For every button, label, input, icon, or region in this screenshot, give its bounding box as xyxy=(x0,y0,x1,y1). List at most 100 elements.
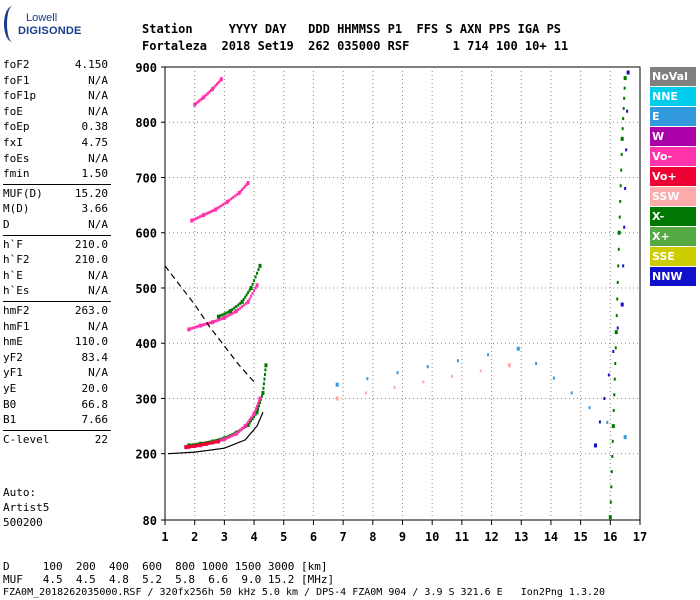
legend-item-ssw: SSW xyxy=(650,187,696,206)
param-name: h`F2 xyxy=(3,253,30,267)
param-row: foEp 0.38 xyxy=(3,120,108,135)
echo-point-vo- xyxy=(202,95,206,100)
param-row: foEs N/A xyxy=(3,152,108,167)
x-tick-label: 15 xyxy=(573,530,587,544)
echo-trace-point xyxy=(616,326,619,330)
echo-trace-point xyxy=(203,322,206,326)
param-row: C-level 22 xyxy=(3,433,108,448)
echo-trace-point xyxy=(241,188,244,192)
echo-point-x- xyxy=(258,263,262,268)
echo-point-ssw xyxy=(507,363,511,368)
param-name: fmin xyxy=(3,167,30,181)
y-tick-label: 300 xyxy=(135,392,157,406)
echo-point-vo- xyxy=(184,445,188,450)
echo-trace-point xyxy=(217,80,220,84)
echo-point-x- xyxy=(249,285,253,290)
echo-trace-point xyxy=(224,201,227,205)
echo-trace-point xyxy=(623,86,626,90)
echo-trace-point xyxy=(201,443,204,446)
echo-trace-point xyxy=(230,197,233,201)
echo-trace-point xyxy=(222,202,225,206)
param-row: h`Es N/A xyxy=(3,284,108,299)
echo-trace-point xyxy=(225,436,228,440)
x-tick-label: 11 xyxy=(455,530,469,544)
param-name: B0 xyxy=(3,397,17,411)
echo-trace-point xyxy=(253,289,256,293)
echo-trace-point xyxy=(233,433,236,437)
echo-point-x- xyxy=(608,515,612,520)
param-value: 4.75 xyxy=(81,136,109,149)
header-row-values: Fortaleza 2018 Set19 262 035000 RSF 1 71… xyxy=(142,39,569,53)
echo-trace-point xyxy=(232,195,235,199)
echo-trace-point xyxy=(617,247,620,251)
param-row: fxI 4.75 xyxy=(3,136,108,151)
echo-trace-point xyxy=(239,428,242,432)
echo-trace-point xyxy=(235,304,238,308)
echo-trace-point xyxy=(393,385,396,389)
param-row: foF1 N/A xyxy=(3,74,108,89)
echo-trace-point xyxy=(251,417,254,421)
echo-trace-point xyxy=(231,311,234,315)
echo-trace-point xyxy=(221,317,224,321)
echo-point-x- xyxy=(614,330,618,335)
echo-trace-point xyxy=(248,421,251,425)
echo-point-vo- xyxy=(237,190,241,195)
param-value: 20.0 xyxy=(81,382,109,395)
echo-trace-point xyxy=(215,82,218,86)
echo-trace-point xyxy=(535,361,538,365)
echo-point-x- xyxy=(228,309,232,314)
echo-trace-point xyxy=(191,326,194,330)
param-name: foF1p xyxy=(3,89,37,103)
echo-trace-point xyxy=(237,308,240,312)
echo-trace-point xyxy=(624,187,627,191)
echo-trace-point xyxy=(216,206,219,210)
echo-trace-point xyxy=(248,297,251,301)
echo-trace-point xyxy=(254,409,257,413)
echo-trace-point xyxy=(422,380,425,384)
echo-trace-point xyxy=(196,216,199,220)
echo-point-vo- xyxy=(193,102,197,107)
param-name: M(D) xyxy=(3,202,30,216)
echo-trace-point xyxy=(203,442,206,446)
echo-trace-point xyxy=(217,318,220,322)
echo-trace-point xyxy=(208,90,211,94)
echo-trace-point xyxy=(613,393,616,397)
echo-trace-point xyxy=(239,301,242,305)
echo-trace-point xyxy=(257,407,260,411)
logo-lowell: Lowell xyxy=(26,12,58,24)
echo-trace-point xyxy=(210,88,213,92)
param-value: 7.66 xyxy=(81,413,109,427)
echo-point-vo- xyxy=(199,323,203,328)
echo-trace-point xyxy=(218,79,221,83)
echo-point-nnw xyxy=(620,302,624,307)
param-separator xyxy=(3,301,111,302)
echo-trace-point xyxy=(192,444,195,448)
param-value: N/A xyxy=(88,73,108,87)
echo-trace-point xyxy=(239,189,242,193)
echo-trace-point xyxy=(237,303,240,307)
param-row: yE 20.0 xyxy=(3,382,108,397)
param-row: fmin 1.50 xyxy=(3,167,108,182)
echo-trace-point xyxy=(199,98,202,102)
param-name: foE xyxy=(3,104,23,118)
echo-trace-point xyxy=(213,440,216,444)
echo-point-vo- xyxy=(258,396,262,401)
echo-point-vo- xyxy=(211,87,214,92)
legend-item-x-: X- xyxy=(650,207,696,226)
echo-trace-point xyxy=(201,323,204,327)
echo-trace-point xyxy=(236,431,239,435)
echo-trace-point xyxy=(456,359,459,363)
echo-trace-point xyxy=(215,319,218,323)
echo-trace-point xyxy=(241,427,244,431)
echo-point-vo- xyxy=(246,299,250,304)
footer-file-info: FZA0M_2018262035000.RSF / 320fx256h 50 k… xyxy=(3,587,606,598)
echo-point-vo- xyxy=(252,411,256,416)
param-row: M(D) 3.66 xyxy=(3,202,108,217)
echo-point-vo- xyxy=(234,309,238,314)
echo-trace-point xyxy=(257,402,260,406)
echo-trace-point xyxy=(207,441,210,445)
x-tick-label: 2 xyxy=(191,530,198,544)
y-tick-label: 600 xyxy=(135,227,157,241)
x-tick-label: 17 xyxy=(633,530,647,544)
echo-trace-point xyxy=(207,91,210,95)
